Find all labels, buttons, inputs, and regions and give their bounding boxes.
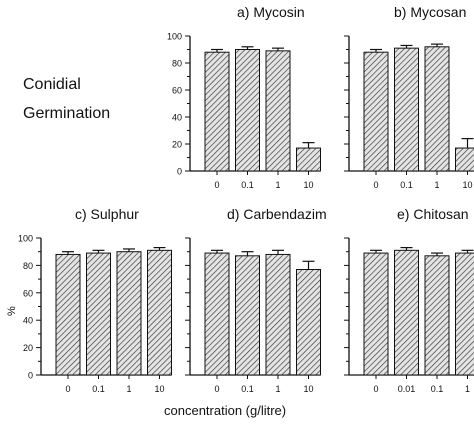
x-tick-label: 1: [275, 384, 280, 394]
x-tick-label: 0: [373, 384, 378, 394]
bar: [296, 147, 321, 172]
x-tick-label: 1: [126, 384, 131, 394]
bar: [265, 253, 291, 376]
y-tick-label: 40: [23, 316, 33, 326]
y-tick-label: 100: [167, 32, 182, 42]
bar: [394, 249, 419, 376]
bar: [116, 251, 142, 376]
bar: [265, 50, 291, 172]
x-tick-label: 1: [465, 384, 470, 394]
y-tick-label: 20: [172, 140, 182, 150]
x-tick-label: 10: [303, 180, 313, 190]
x-tick-label: 0.1: [92, 384, 105, 394]
x-tick-label: 0: [214, 180, 219, 190]
y-tick-label: 60: [23, 288, 33, 298]
bar: [424, 46, 450, 172]
side-label-conidial: Conidial: [23, 76, 81, 93]
x-tick-label: 0.1: [431, 384, 444, 394]
x-tick-label: 0.1: [400, 180, 413, 190]
bar: [86, 252, 111, 376]
bar: [235, 49, 260, 172]
chart-title: b) Mycosan: [394, 4, 466, 20]
y-tick-label: 60: [172, 86, 182, 96]
x-tick-label: 0.1: [241, 384, 254, 394]
bar: [455, 252, 474, 376]
bar: [394, 47, 419, 172]
x-axis-label: concentration (g/litre): [164, 403, 287, 418]
bar: [235, 255, 260, 376]
y-tick-label: 0: [177, 167, 182, 177]
x-tick-label: 1: [275, 180, 280, 190]
bar: [147, 249, 172, 376]
y-tick-label: 20: [23, 343, 33, 353]
bar: [363, 252, 389, 376]
bar: [55, 253, 81, 376]
x-tick-label: 10: [154, 384, 164, 394]
bar: [204, 51, 230, 172]
chart-title: c) Sulphur: [75, 206, 139, 222]
y-tick-label: 0: [28, 371, 33, 381]
x-tick-label: 1: [434, 180, 439, 190]
y-tick-label: 40: [172, 113, 182, 123]
x-tick-label: 10: [303, 384, 313, 394]
side-label-germination: Germination: [23, 105, 111, 122]
x-tick-label: 0: [65, 384, 70, 394]
x-tick-label: 0: [214, 384, 219, 394]
chart-title: e) Chitosan: [397, 206, 469, 222]
x-tick-label: 0.1: [241, 180, 254, 190]
chart-title: d) Carbendazim: [227, 206, 327, 222]
bar: [296, 269, 321, 376]
x-tick-label: 10: [462, 180, 472, 190]
bar: [455, 147, 474, 172]
bar: [424, 255, 450, 376]
y-axis-unit-label: %: [6, 306, 18, 316]
x-tick-label: 0: [373, 180, 378, 190]
bar: [363, 51, 389, 172]
x-tick-label: 0.01: [398, 384, 416, 394]
y-tick-label: 100: [18, 234, 33, 244]
bar: [204, 252, 230, 376]
chart-title: a) Mycosin: [237, 4, 305, 20]
y-tick-label: 80: [23, 261, 33, 271]
y-tick-label: 80: [172, 59, 182, 69]
